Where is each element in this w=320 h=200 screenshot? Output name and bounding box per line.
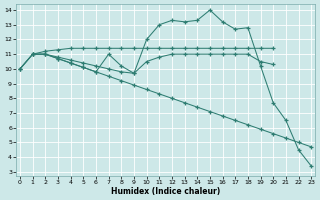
X-axis label: Humidex (Indice chaleur): Humidex (Indice chaleur) [111,187,220,196]
